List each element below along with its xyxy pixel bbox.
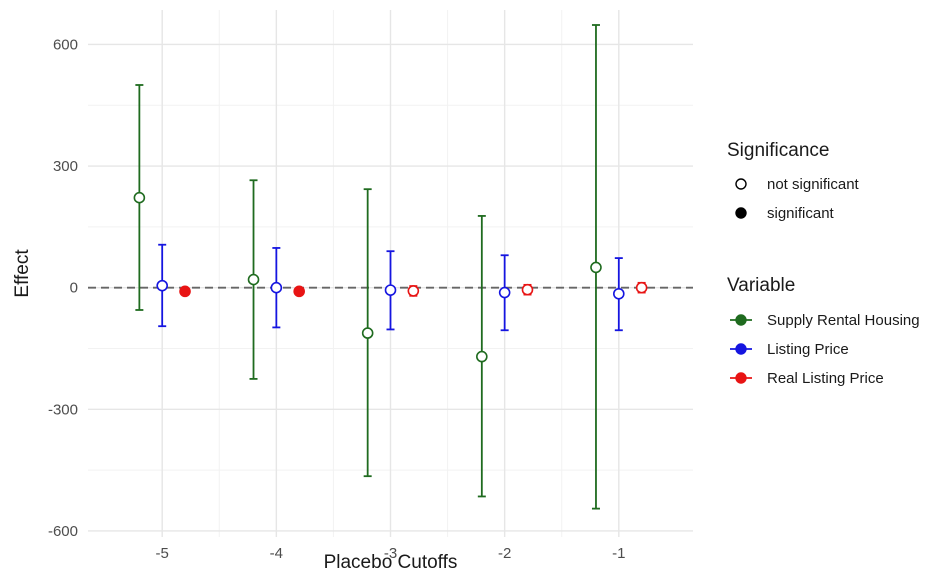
data-point	[156, 279, 168, 292]
data-point	[133, 191, 146, 204]
data-point	[635, 281, 648, 294]
legend-label-variable: Supply Rental Housing	[767, 312, 920, 329]
data-point	[407, 285, 420, 297]
data-point	[384, 284, 397, 296]
x-tick-label: -1	[612, 545, 625, 562]
legend-title-significance: Significance	[727, 140, 829, 161]
x-tick-label: -4	[270, 545, 283, 562]
x-tick-label: -2	[498, 545, 511, 562]
y-tick-label: 300	[53, 158, 78, 175]
data-point	[293, 285, 305, 298]
y-tick-label: 600	[53, 36, 78, 53]
legend-key-variable	[735, 343, 747, 355]
data-point	[613, 287, 625, 300]
legend-label-significance: not significant	[767, 176, 860, 193]
legend-key-variable	[735, 314, 747, 326]
data-point	[361, 327, 374, 339]
x-tick-label: -5	[156, 545, 169, 562]
data-point	[590, 261, 602, 274]
y-tick-label: 0	[70, 280, 78, 297]
x-axis-title: Placebo Cutoffs	[324, 552, 458, 573]
data-point	[247, 273, 260, 286]
x-tick-label: -3	[384, 545, 397, 562]
data-point	[179, 285, 191, 298]
data-point	[521, 283, 534, 296]
legend-label-significance: significant	[767, 205, 835, 222]
legend-key-significance	[735, 178, 747, 190]
legend-label-variable: Listing Price	[767, 341, 849, 358]
legend-label-variable: Real Listing Price	[767, 370, 884, 387]
legend-key-variable	[735, 372, 747, 384]
legend-key-significance	[735, 207, 747, 219]
data-point	[476, 350, 488, 363]
y-axis-title: Effect	[12, 249, 33, 298]
y-tick-label: -300	[48, 401, 78, 418]
data-point	[270, 281, 283, 294]
data-point	[498, 286, 511, 299]
legend-title-variable: Variable	[727, 275, 795, 296]
y-tick-label: -600	[48, 523, 78, 540]
